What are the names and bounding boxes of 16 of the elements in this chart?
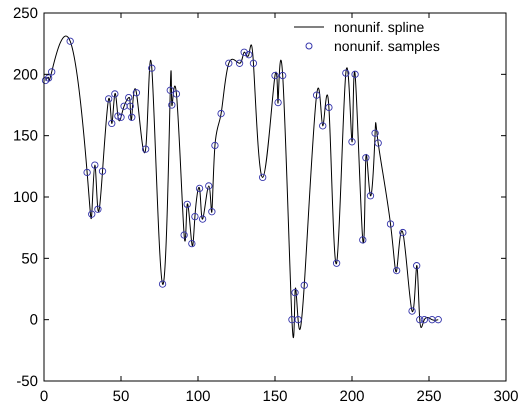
x-tick-label: 0 [40,388,48,405]
x-tick-label: 50 [112,388,130,405]
y-tick-label: 0 [30,312,38,329]
x-tick-label: 100 [185,388,211,405]
y-tick-label: 200 [12,66,38,84]
x-tick-label: 150 [262,388,288,405]
legend-label: nonunif. spline [334,19,425,35]
y-tick-label: 150 [12,128,38,145]
x-tick-label: 200 [339,388,365,405]
y-tick-label: 100 [12,189,38,206]
x-tick-label: 250 [416,388,442,405]
y-tick-label: 250 [12,5,38,22]
legend-label: nonunif. samples [334,38,440,54]
y-tick-label: -50 [16,373,38,390]
x-tick-label: 300 [493,388,519,405]
y-tick-label: 50 [21,250,38,268]
